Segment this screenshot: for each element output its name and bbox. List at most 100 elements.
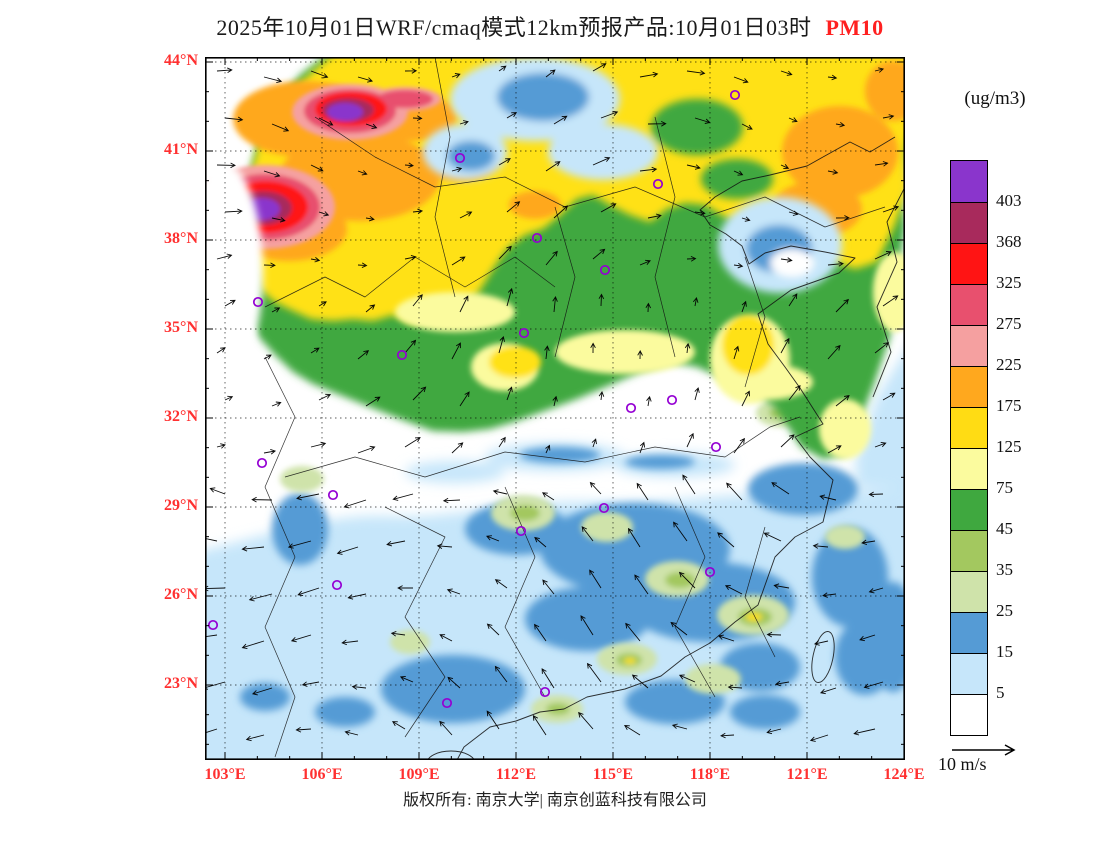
wind-arrow-icon <box>263 354 272 360</box>
wind-arrow-icon <box>788 117 798 123</box>
colorbar-level-label: 5 <box>996 683 1005 702</box>
wind-arrow-icon <box>498 335 505 354</box>
wind-arrow-icon <box>310 70 329 79</box>
colorbar-segment <box>951 653 987 694</box>
lon-tick-label: 124°E <box>883 766 925 783</box>
wind-arrow-icon <box>726 482 743 501</box>
wind-arrow-icon <box>552 395 558 407</box>
lon-tick-label: 103°E <box>204 766 246 783</box>
wind-arrow-icon <box>245 734 265 742</box>
wind-arrow-icon <box>874 161 889 167</box>
colorbar-segment <box>951 325 987 366</box>
wind-arrow-icon <box>357 76 374 83</box>
colorbar-segment <box>951 448 987 489</box>
wind-arrow-icon <box>351 684 367 690</box>
wind-arrow-icon <box>391 721 406 730</box>
wind-arrow-icon <box>451 73 461 79</box>
wind-arrow-icon <box>310 347 320 354</box>
wind-arrow-icon <box>263 448 277 455</box>
wind-arrow-icon <box>486 535 500 542</box>
wind-arrow-icon <box>399 675 414 683</box>
wind-arrow-icon <box>412 208 424 215</box>
forecast-map <box>183 52 921 776</box>
station-marker <box>652 178 664 190</box>
wind-arrow-icon <box>271 307 281 313</box>
lat-tick-label: 44°N <box>164 52 198 69</box>
wind-arrow-icon <box>404 68 418 74</box>
wind-arrow-icon <box>439 634 453 642</box>
wind-arrow-icon <box>459 391 470 407</box>
wind-arrow-icon <box>447 676 461 689</box>
wind-arrow-icon <box>773 583 790 589</box>
wind-arrow-icon <box>271 401 282 407</box>
wind-arrow-icon <box>534 623 547 642</box>
wind-arrow-icon <box>639 441 646 454</box>
graticule-grid <box>205 57 905 760</box>
wind-arrow-icon <box>506 201 521 213</box>
wind-arrow-icon <box>639 166 658 173</box>
wind-arrow-icon <box>216 67 233 73</box>
colorbar-level-label: 403 <box>996 191 1022 210</box>
wind-arrow-icon <box>733 262 744 269</box>
wind-arrow-icon <box>586 662 602 683</box>
colorbar-unit-label: (ug/m3) <box>964 88 1026 109</box>
wind-arrow-icon <box>295 727 312 733</box>
wind-arrow-icon <box>780 164 790 170</box>
wind-arrow-icon <box>639 71 659 78</box>
colorbar-level-label: 25 <box>996 601 1013 620</box>
wind-arrow-icon <box>498 245 512 260</box>
wind-arrow-icon <box>404 254 417 261</box>
wind-arrow-icon <box>874 251 892 260</box>
colorbar-level-label: 35 <box>996 560 1013 579</box>
colorbar-segment <box>951 366 987 407</box>
lat-tick-label: 32°N <box>164 408 198 425</box>
wind-arrow-icon <box>459 120 469 126</box>
wind-arrow-icon <box>788 210 799 216</box>
wind-arrow-icon <box>224 395 234 401</box>
colorbar-segment <box>951 243 987 284</box>
lat-tick-label: 29°N <box>164 497 198 514</box>
wind-arrow-icon <box>717 532 735 548</box>
wind-arrow-icon <box>442 497 461 504</box>
wind-arrow-icon <box>251 496 273 503</box>
wind-arrow-icon <box>591 438 597 448</box>
pm10-field-south-green-patches <box>280 399 865 723</box>
wind-arrow-icon <box>861 539 876 546</box>
colorbar-segment <box>951 530 987 571</box>
wind-arrow-icon <box>780 337 790 354</box>
wind-arrow-icon <box>498 158 511 166</box>
wind-arrow-icon <box>639 259 651 266</box>
map-border <box>205 57 906 761</box>
wind-arrow-icon <box>647 120 667 127</box>
wind-arrow-icon <box>589 569 602 589</box>
wind-arrow-icon <box>589 481 602 495</box>
wind-arrow-icon <box>766 631 782 638</box>
wind-arrow-icon <box>835 395 850 407</box>
wind-arrow-icon <box>720 732 735 739</box>
wind-arrow-icon <box>343 499 367 509</box>
wind-arrow-icon <box>506 112 518 119</box>
wind-arrow-icon <box>439 720 453 736</box>
page-title: 2025年10月01日WRF/cmaq模式12km预报产品:10月01日03时 P… <box>0 10 1100 42</box>
wind-arrow-icon <box>874 342 889 354</box>
wind-arrow-icon <box>627 527 641 548</box>
wind-arrow-icon <box>827 169 839 175</box>
wind-arrow-icon <box>882 392 896 401</box>
wind-arrow-icon <box>741 300 747 313</box>
lat-tick-label: 26°N <box>164 586 198 603</box>
wind-arrow-icon <box>578 711 594 730</box>
wind-arrow-icon <box>827 344 841 360</box>
station-marker <box>327 489 339 501</box>
wind-arrow-icon <box>412 386 427 401</box>
wind-arrow-icon <box>446 588 461 595</box>
wind-arrow-icon <box>741 216 751 222</box>
wind-arrow-icon <box>404 437 421 448</box>
wind-arrow-icon <box>686 255 697 262</box>
wind-arrow-icon <box>534 536 547 548</box>
wind-scale-label: 10 m/s <box>938 754 987 774</box>
wind-arrow-icon <box>251 687 273 696</box>
lon-tick-label: 106°E <box>301 766 343 783</box>
station-marker <box>396 349 408 361</box>
colorbar-segment <box>951 694 987 735</box>
colorbar-level-label: 225 <box>996 355 1022 374</box>
